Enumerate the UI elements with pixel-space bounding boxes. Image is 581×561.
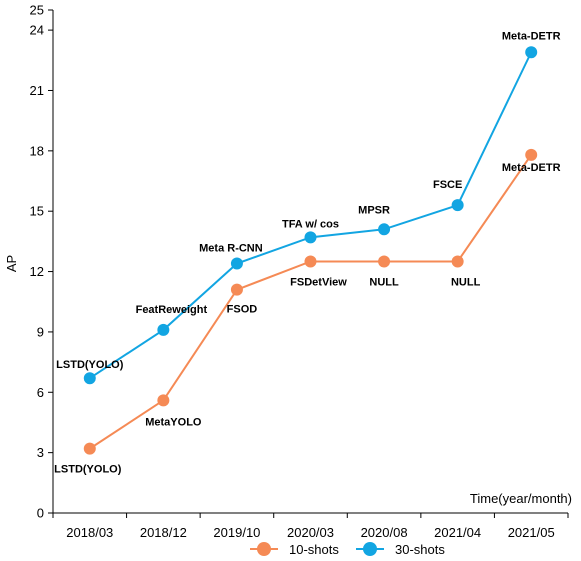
data-point bbox=[451, 255, 464, 268]
data-labels: LSTD(YOLO) MetaYOLO FSOD FSDetView NULL NULL M… bbox=[54, 30, 560, 475]
legend-label: 30-shots bbox=[395, 542, 445, 557]
data-point bbox=[378, 255, 391, 268]
series-30-shots bbox=[83, 46, 538, 385]
x-tick-label: 2018/12 bbox=[140, 525, 187, 540]
data-label: FSOD bbox=[227, 304, 258, 316]
data-point bbox=[157, 394, 170, 407]
data-label: NULL bbox=[369, 277, 399, 289]
y-tick-label: 12 bbox=[30, 264, 44, 279]
legend-swatch-marker bbox=[257, 542, 271, 556]
data-point bbox=[525, 148, 538, 161]
y-tick-label: 6 bbox=[37, 385, 44, 400]
x-tick-label: 2019/10 bbox=[213, 525, 260, 540]
data-label: FSCE bbox=[433, 179, 462, 191]
data-label: NULL bbox=[451, 277, 481, 289]
series-line bbox=[89, 154, 533, 450]
y-tick-label: 3 bbox=[37, 445, 44, 460]
x-tick-label: 2020/08 bbox=[361, 525, 408, 540]
data-label: Meta-DETR bbox=[502, 162, 561, 174]
data-point bbox=[304, 231, 317, 244]
data-label: TFA w/ cos bbox=[282, 218, 339, 230]
y-ticks: 0 3 6 9 12 15 18 21 24 25 bbox=[30, 3, 53, 521]
legend-item: 10-shots bbox=[250, 542, 339, 557]
legend-label: 10-shots bbox=[289, 542, 339, 557]
axes bbox=[52, 10, 568, 514]
series-line bbox=[89, 51, 533, 380]
y-tick-label: 9 bbox=[37, 324, 44, 339]
y-axis-title: AP bbox=[4, 255, 19, 272]
y-tick-label: 15 bbox=[30, 204, 44, 219]
data-point bbox=[378, 223, 391, 236]
y-tick-label: 0 bbox=[37, 506, 44, 521]
data-label: MPSR bbox=[358, 204, 390, 216]
data-label: FSDetView bbox=[290, 277, 347, 289]
y-tick-label: 24 bbox=[30, 23, 44, 38]
data-label: Meta R-CNN bbox=[199, 243, 263, 255]
legend: 10-shots 30-shots bbox=[250, 542, 445, 557]
data-point bbox=[451, 199, 464, 212]
y-tick-label: 18 bbox=[30, 143, 44, 158]
data-point bbox=[230, 257, 243, 270]
data-point bbox=[83, 372, 96, 385]
data-label: Meta-DETR bbox=[502, 30, 561, 42]
data-point bbox=[157, 323, 170, 336]
x-tick-label: 2020/03 bbox=[287, 525, 334, 540]
x-axis-title: Time(year/month) bbox=[470, 491, 572, 506]
data-point bbox=[83, 442, 96, 455]
y-tick-label: 21 bbox=[30, 83, 44, 98]
data-label: LSTD(YOLO) bbox=[54, 464, 122, 476]
data-point bbox=[525, 46, 538, 59]
y-tick-label: 25 bbox=[30, 3, 44, 18]
series-10-shots bbox=[83, 148, 538, 455]
x-ticks: 2018/03 2018/12 2019/10 2020/03 2020/08 2021/… bbox=[52, 513, 569, 540]
legend-swatch-marker bbox=[363, 542, 377, 556]
legend-item: 30-shots bbox=[356, 542, 445, 557]
data-label: LSTD(YOLO) bbox=[56, 359, 124, 371]
x-tick-label: 2018/03 bbox=[66, 525, 113, 540]
data-point bbox=[304, 255, 317, 268]
x-tick-label: 2021/05 bbox=[508, 525, 555, 540]
data-point bbox=[230, 283, 243, 296]
x-tick-label: 2021/04 bbox=[434, 525, 481, 540]
data-label: FeatReweight bbox=[136, 304, 208, 316]
data-label: MetaYOLO bbox=[145, 416, 202, 428]
series-layer bbox=[83, 46, 538, 455]
